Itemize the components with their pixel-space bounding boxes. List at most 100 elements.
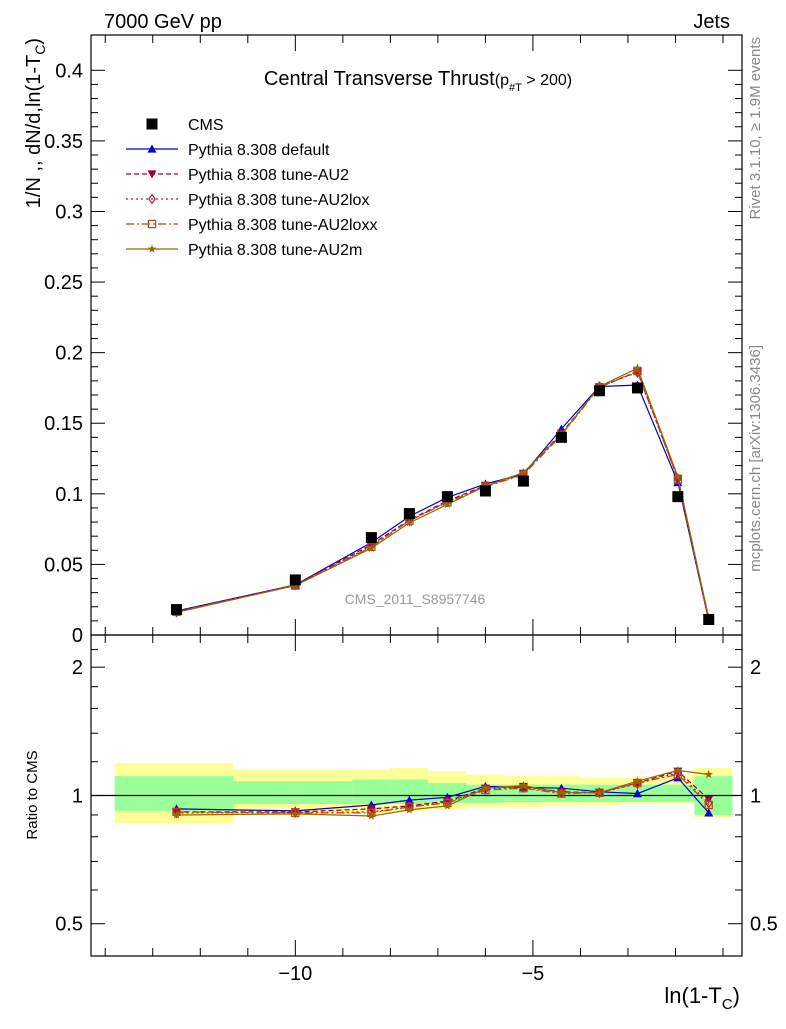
ratio-ytick-label-left-1: 1 [72, 785, 83, 807]
legend-marker-cms [146, 118, 158, 130]
main-point-au2m-9 [633, 363, 642, 372]
ratio-series-au2m [172, 765, 714, 820]
ratio-point-au2m-7 [557, 788, 566, 797]
cms-point-3 [403, 508, 415, 520]
band-inner-0 [114, 776, 234, 811]
legend-marker-au2 [147, 170, 157, 179]
cms-point-0 [171, 604, 183, 616]
axes-layer: 0 0.05 0.1 0.15 0.2 0.25 0.3 0.35 0.4 0.5 0.5 1 1 2 2 −… [44, 34, 778, 985]
cms-point-10 [672, 491, 684, 503]
ratio-point-au2m-8 [595, 788, 604, 797]
y-axis-label-main-prefix: 1/N ,, dN/d,ln(1-T [23, 55, 45, 208]
legend-label-cms: CMS [188, 117, 224, 134]
main-point-au2m-3 [405, 518, 414, 527]
legend-item-au2m: Pythia 8.308 tune-AU2m [126, 242, 362, 259]
x-axis-label-sub: C [722, 996, 733, 1013]
legend-marker-default [147, 144, 157, 153]
x-axis-label-suffix: ) [733, 983, 740, 1008]
ratio-point-default-3 [404, 795, 414, 804]
main-line-au2loxx [176, 370, 710, 620]
main-ytick-label-2: 0.1 [55, 484, 83, 506]
ratio-point-au2m-10 [673, 765, 683, 775]
header-left: 7000 GeV pp [104, 11, 222, 33]
legend-marker-au2loxx [147, 219, 157, 229]
legend-item-au2: Pythia 8.308 tune-AU2 [126, 167, 349, 184]
ratio-point-au2lox-8 [595, 787, 604, 799]
band-inner-1 [233, 781, 353, 804]
plot-title-main: Central Transverse Thrust [264, 68, 495, 90]
main-point-au2m-10 [673, 472, 683, 481]
ratio-point-au2m-1 [291, 809, 300, 818]
ratio-point-au2m-4 [443, 801, 452, 810]
legend-marker-au2lox [148, 193, 156, 205]
plot-title-sub: #T [509, 82, 522, 94]
legend-label-au2lox: Pythia 8.308 tune-AU2lox [188, 192, 369, 209]
ratio-point-au2m-3 [405, 805, 414, 814]
series-layer [171, 363, 715, 820]
main-ytick-label-1: 0.05 [44, 554, 83, 576]
cms-point-4 [441, 491, 453, 503]
cms-point-8 [593, 385, 605, 397]
plot-title-paren: (p [495, 72, 509, 89]
ratio-line-au2m [176, 769, 709, 817]
y-axis-label-main-sub: C [32, 45, 48, 55]
ratio-point-au2-11 [704, 795, 714, 804]
ratio-point-au2m-0 [172, 810, 181, 819]
legend-label-default: Pythia 8.308 default [188, 142, 330, 159]
ratio-point-au2m-11 [704, 769, 714, 779]
cms-point-5 [479, 485, 491, 497]
main-point-au2m-4 [443, 499, 452, 509]
legend-label-au2: Pythia 8.308 tune-AU2 [188, 167, 349, 184]
main-ytick-label-8: 0.4 [55, 60, 83, 82]
main-ytick-label-7: 0.35 [44, 131, 83, 153]
main-ytick-label-0: 0 [72, 625, 83, 647]
main-ytick-label-5: 0.25 [44, 272, 83, 294]
rivet-label: Rivet 3.1.10, ≥ 1.9M events [747, 37, 764, 220]
main-ytick-label-4: 0.2 [55, 343, 83, 365]
main-line-au2lox [176, 371, 710, 620]
main-ytick-label-3: 0.15 [44, 413, 83, 435]
cms-point-2 [365, 532, 377, 544]
mcplots-label: mcplots.cern.ch [arXiv:1306.3436] [747, 345, 764, 572]
plot-title: Central Transverse Thrust(p#T > 200) [264, 68, 572, 94]
ratio-line-au2lox [176, 772, 710, 814]
legend-label-au2loxx: Pythia 8.308 tune-AU2loxx [188, 217, 377, 234]
watermark: CMS_2011_S8957746 [345, 591, 486, 607]
header-right: Jets [693, 11, 730, 33]
legend-item-cms: CMS [146, 117, 224, 134]
legend-label-au2m: Pythia 8.308 tune-AU2m [188, 242, 362, 259]
x-tick-label-1: −5 [522, 963, 545, 985]
x-axis-label: ln(1-TC) [664, 983, 740, 1013]
legend-item-default: Pythia 8.308 default [126, 142, 330, 159]
x-axis-label-prefix: ln(1-T [664, 983, 721, 1008]
legend: CMS Pythia 8.308 default Pythia 8.308 tune… [126, 117, 377, 259]
main-series-cms [171, 382, 715, 625]
main-point-au2m-2 [367, 543, 376, 552]
legend-item-au2loxx: Pythia 8.308 tune-AU2loxx [126, 217, 377, 234]
plot-title-rest: > 200) [522, 72, 572, 89]
ratio-line-au2loxx [176, 773, 710, 814]
band-inner-10 [656, 784, 695, 803]
ratio-ytick-label-right-2: 2 [750, 657, 761, 679]
ratio-ytick-label-left-0: 0.5 [55, 914, 83, 936]
y-axis-label-main: 1/N ,, dN/d,ln(1-TC) [23, 38, 48, 208]
ratio-point-default-9 [632, 789, 642, 798]
ratio-point-au2loxx-11 [704, 800, 713, 810]
y-axis-label-main-suffix: ) [23, 38, 45, 45]
band-inner-2 [352, 779, 391, 804]
main-line-au2m [176, 367, 710, 618]
legend-marker-au2m [147, 244, 157, 253]
ratio-point-au2m-6 [519, 781, 528, 790]
cms-point-1 [289, 574, 301, 586]
x-tick-label-0: −10 [278, 963, 312, 985]
cms-point-7 [555, 431, 567, 443]
cms-point-9 [631, 382, 643, 394]
ratio-point-au2m-2 [367, 811, 376, 820]
main-point-au2m-6 [519, 468, 528, 477]
y-axis-label-ratio: Ratio to CMS [24, 750, 41, 839]
cms-point-6 [517, 475, 529, 487]
ratio-ytick-label-right-1: 1 [750, 785, 761, 807]
ratio-ytick-label-left-2: 2 [72, 657, 83, 679]
